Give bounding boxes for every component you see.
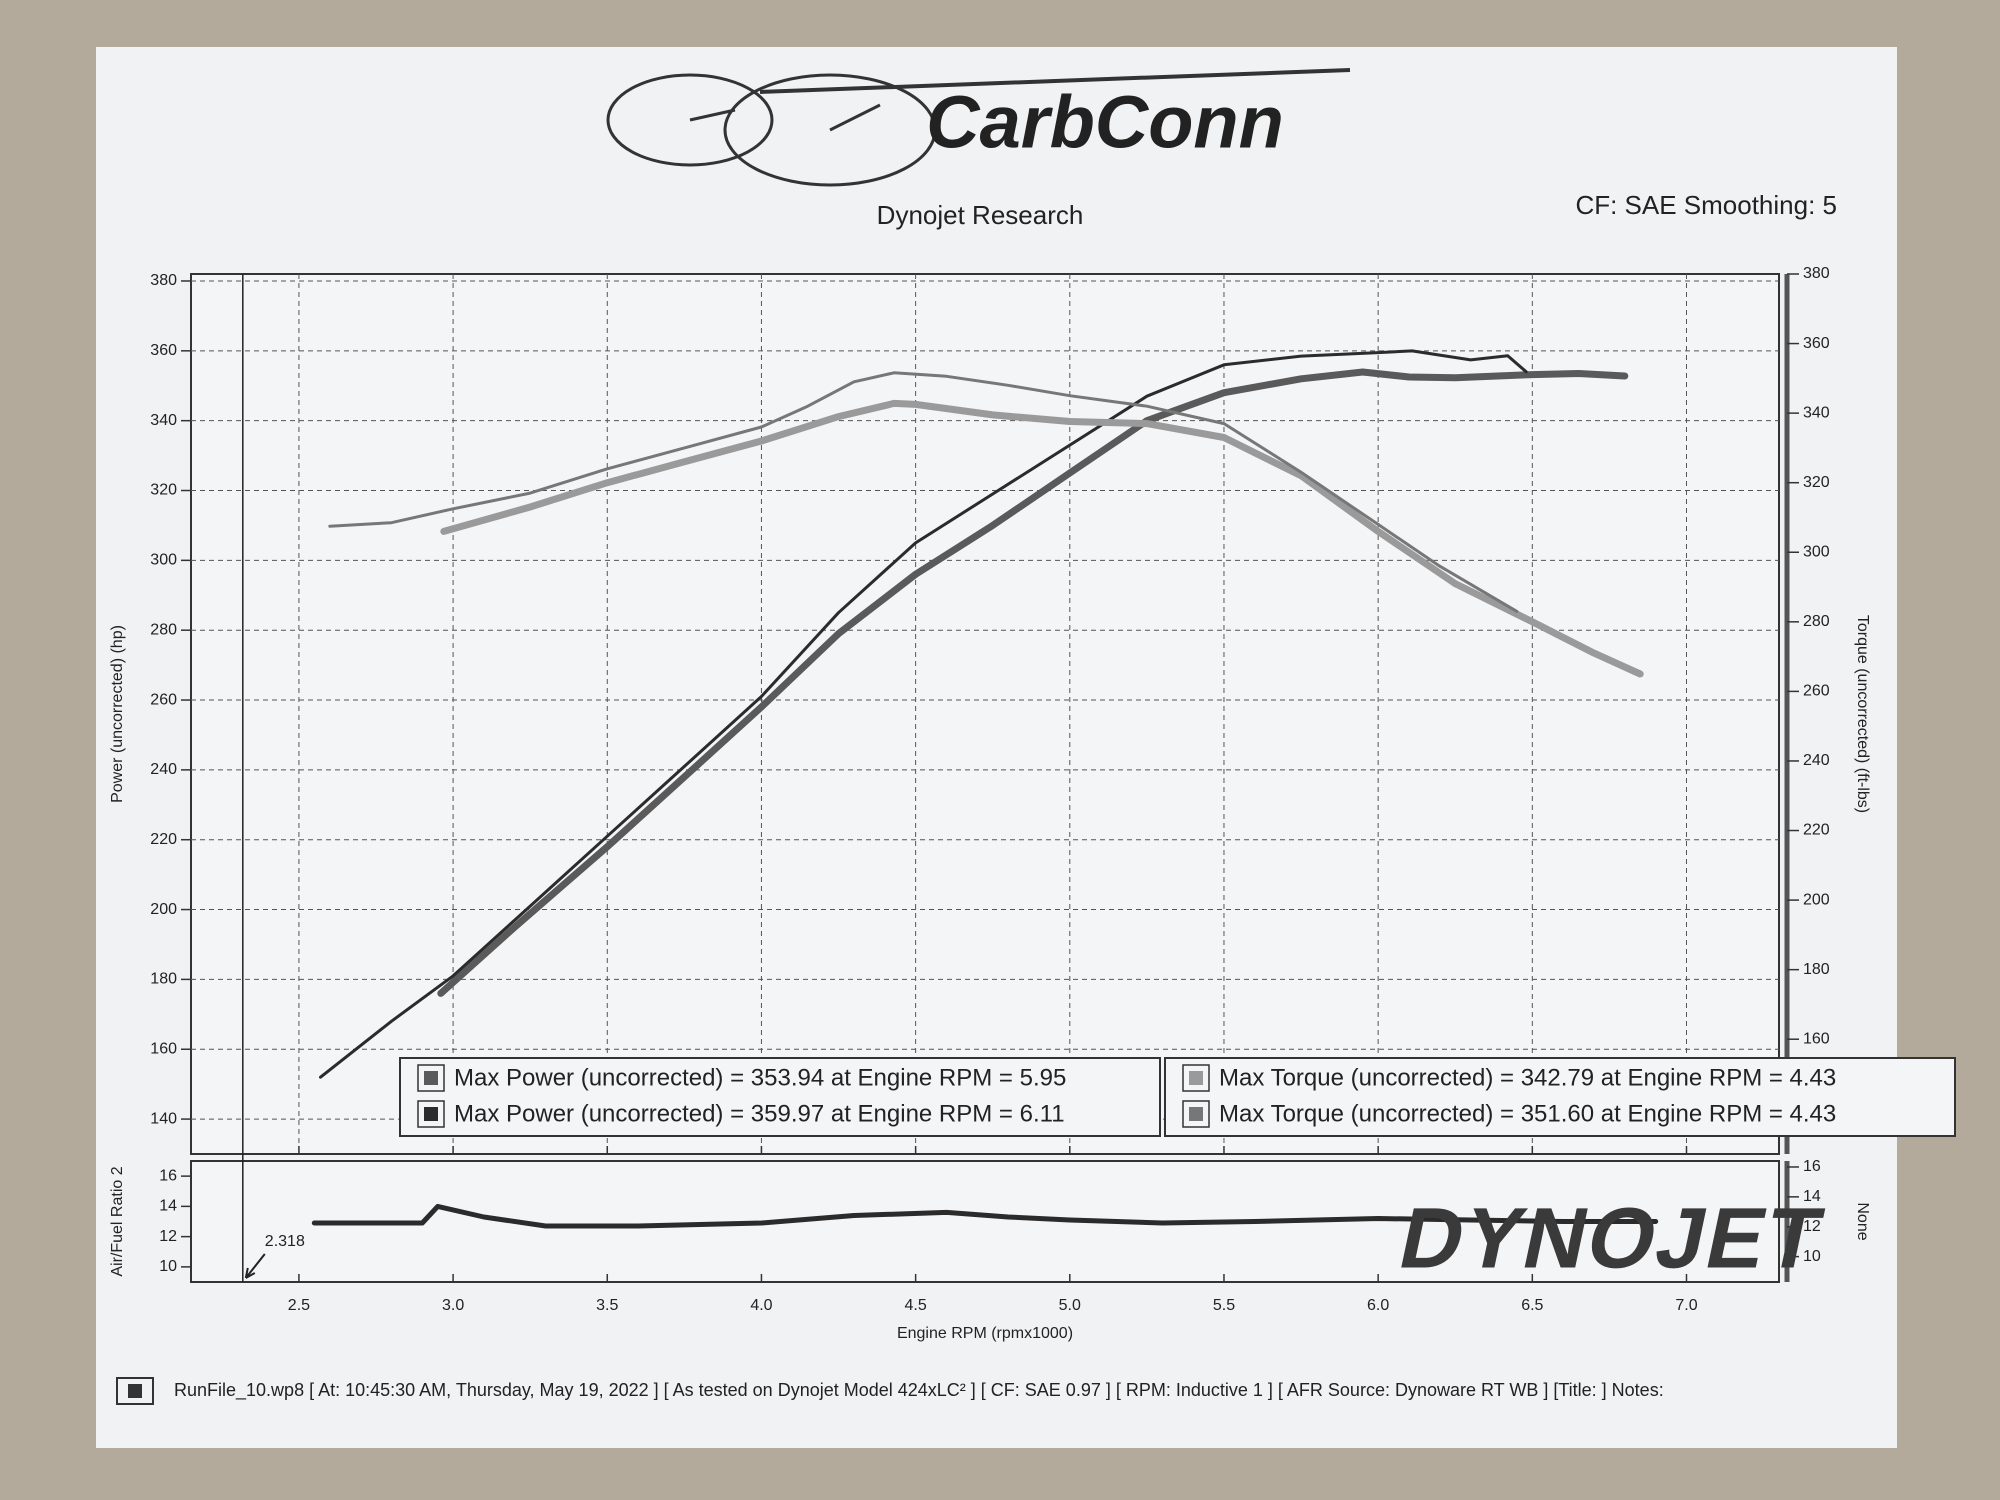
y-tick-label: 340 (150, 412, 177, 429)
x-tick-label: 5.0 (1059, 1297, 1081, 1314)
data-line (328, 371, 1519, 613)
y-tick-label: 160 (150, 1040, 177, 1057)
y2-tick-label: 220 (1803, 822, 1830, 839)
y-tick-label: 360 (150, 342, 177, 359)
plots: 140 160 180 200 220 240 260 280 300 320 340 360 380 1… (109, 265, 1871, 1342)
x-tick-label: 4.0 (750, 1297, 772, 1314)
x-tick-label: 5.5 (1213, 1297, 1235, 1314)
watermark: DYNOJET (1391, 1191, 1832, 1287)
y2-tick-label: 10 (1803, 1248, 1821, 1265)
y-tick-label: 300 (150, 552, 177, 569)
legend-entry: Max Torque (uncorrected) = 351.60 at Eng… (1219, 1100, 1836, 1127)
legend-swatch-frame (417, 1100, 445, 1128)
legend-box (1164, 1057, 1956, 1137)
legend-box (399, 1057, 1161, 1137)
y2-axis-title: None (1854, 1202, 1871, 1240)
x-tick-label: 2.5 (288, 1297, 310, 1314)
y-tick-label: 180 (150, 971, 177, 988)
y-axis-title: Air/Fuel Ratio 2 (109, 1166, 126, 1276)
y-tick-label: 380 (150, 272, 177, 289)
x-tick-label: 7.0 (1675, 1297, 1697, 1314)
legend: Max Power (uncorrected) = 353.94 at Engi… (399, 1057, 1956, 1137)
y2-tick-label: 260 (1803, 683, 1830, 700)
footer-text: RunFile_10.wp8 [ At: 10:45:30 AM, Thursd… (174, 1380, 1664, 1401)
footer-box (116, 1377, 154, 1405)
y2-tick-label: 200 (1803, 891, 1830, 908)
legend-swatch (1189, 1071, 1203, 1085)
legend-swatch-frame (1182, 1100, 1210, 1128)
y-tick-label: 200 (150, 901, 177, 918)
y2-tick-label: 320 (1803, 474, 1830, 491)
x-tick-label: 3.0 (442, 1297, 464, 1314)
y-tick-label: 140 (150, 1110, 177, 1127)
y-tick-label: 12 (159, 1228, 177, 1245)
data-line (319, 349, 1528, 1079)
legend-entry: Max Torque (uncorrected) = 342.79 at Eng… (1219, 1064, 1836, 1091)
legend-swatch (424, 1071, 438, 1085)
x-tick-label: 3.5 (596, 1297, 618, 1314)
y2-tick-label: 16 (1803, 1158, 1821, 1175)
legend-swatch (424, 1107, 438, 1121)
y-tick-label: 280 (150, 621, 177, 638)
y-tick-label: 320 (150, 482, 177, 499)
y2-tick-label: 180 (1803, 961, 1830, 978)
plot-area (190, 273, 1780, 1155)
x-tick-label: 6.5 (1521, 1297, 1543, 1314)
logo-gauges (606, 68, 1351, 187)
legend-entry: Max Power (uncorrected) = 353.94 at Engi… (454, 1064, 1066, 1091)
y-tick-label: 240 (150, 761, 177, 778)
logo-text: CarbConn (926, 81, 1284, 164)
cursor-label: 2.318 (265, 1233, 305, 1250)
data-line (437, 368, 1629, 997)
y-tick-label: 14 (159, 1198, 177, 1215)
x-tick-label: 6.0 (1367, 1297, 1389, 1314)
legend-swatch (1189, 1107, 1203, 1121)
x-axis-title: Engine RPM (rpmx1000) (897, 1325, 1073, 1342)
y2-tick-label: 340 (1803, 404, 1830, 421)
y-tick-label: 16 (159, 1167, 177, 1184)
legend-swatch-frame (417, 1064, 445, 1092)
y2-tick-label: 240 (1803, 752, 1830, 769)
y-tick-label: 10 (159, 1258, 177, 1275)
y2-tick-label: 300 (1803, 543, 1830, 560)
y2-tick-label: 280 (1803, 613, 1830, 630)
x-tick-label: 4.5 (904, 1297, 926, 1314)
y2-tick-label: 380 (1803, 265, 1830, 282)
y2-tick-label: 12 (1803, 1218, 1821, 1235)
y2-tick-label: 14 (1803, 1188, 1821, 1205)
data-line (440, 399, 1644, 678)
y-tick-label: 260 (150, 691, 177, 708)
y-tick-label: 220 (150, 831, 177, 848)
data-line (311, 1203, 1659, 1229)
cursor-arrow (244, 1253, 266, 1279)
chart-title: Dynojet Research (877, 200, 1084, 230)
y2-tick-label: 160 (1803, 1030, 1830, 1047)
y2-tick-label: 360 (1803, 335, 1830, 352)
settings-text: CF: SAE Smoothing: 5 (1575, 190, 1837, 220)
legend-swatch-frame (1182, 1064, 1210, 1092)
legend-entry: Max Power (uncorrected) = 359.97 at Engi… (454, 1100, 1065, 1127)
y2-axis-title: Torque (uncorrected) (ft-lbs) (1854, 615, 1871, 813)
y-axis-title: Power (uncorrected) (hp) (109, 625, 126, 803)
footer-swatch (128, 1384, 142, 1398)
